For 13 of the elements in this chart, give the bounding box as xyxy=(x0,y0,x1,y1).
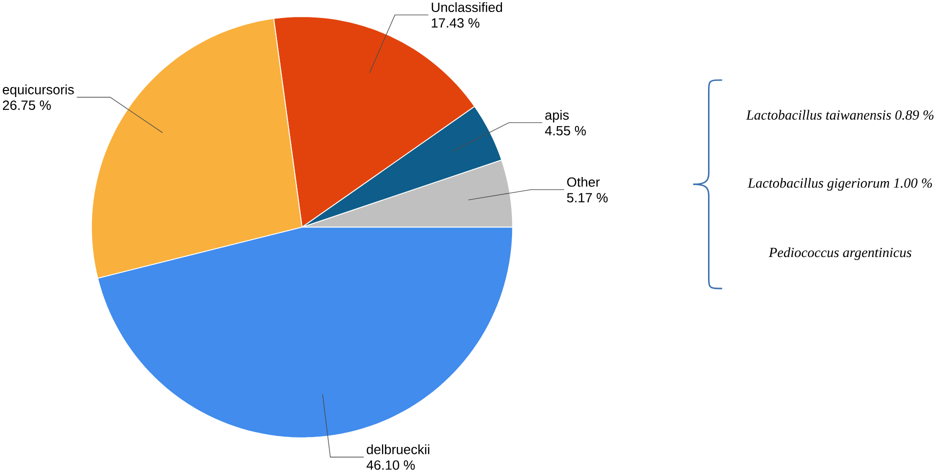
slice-label: equicursoris xyxy=(2,84,74,97)
data-label: 4.55 % xyxy=(545,126,586,136)
slice-label: apis xyxy=(545,110,569,122)
text: Lactobacillus gigeriorum 1.00 % xyxy=(748,178,932,191)
text: Pediococcus argentinicus xyxy=(768,247,912,260)
slice-label: Unclassified xyxy=(432,2,502,12)
data-label: 17.43 % xyxy=(432,18,480,28)
slice-label: delbrueckii xyxy=(366,444,430,454)
text: Lactobacillus taiwanensis 0.89 % xyxy=(746,110,934,120)
data-label: 5.17 % xyxy=(567,192,608,202)
data-label: 46.10 % xyxy=(366,460,415,470)
data-label: 26.75 % xyxy=(2,100,51,110)
slice-label: Other xyxy=(567,176,600,187)
